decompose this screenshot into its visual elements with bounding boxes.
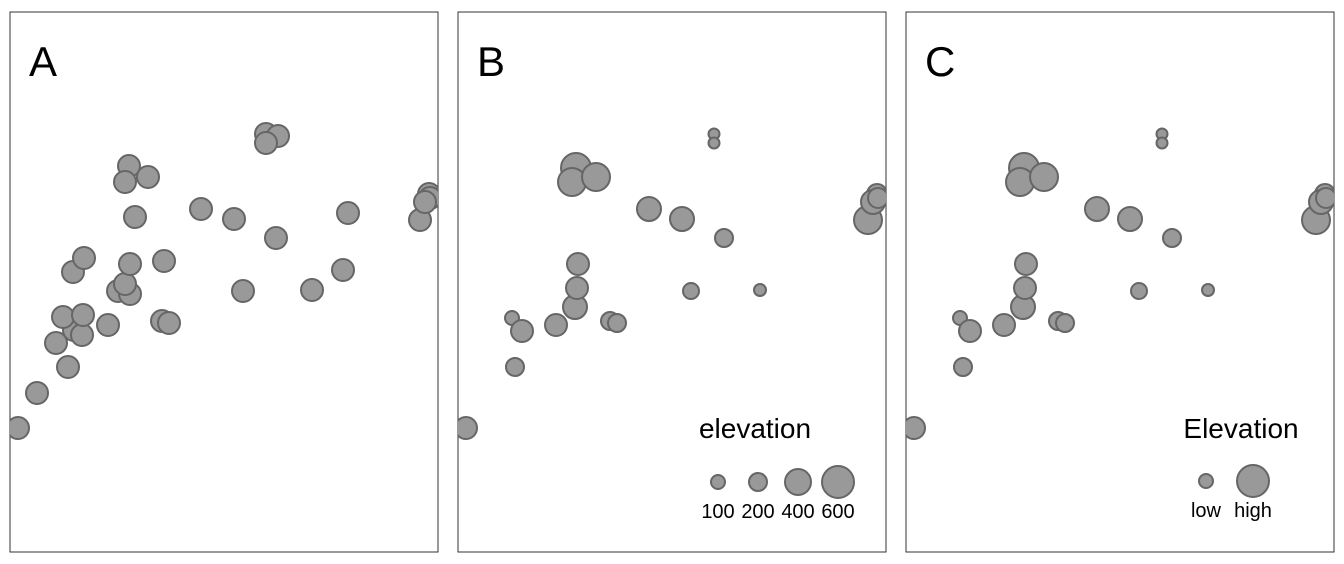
data-point [458,416,478,440]
data-point [1201,283,1215,297]
data-point [753,283,767,297]
panel-label: B [477,38,505,85]
data-point [510,319,534,343]
data-point [581,162,611,192]
data-point [992,313,1016,337]
data-point [123,205,147,229]
data-point [231,279,255,303]
data-point [1055,313,1075,333]
data-point [1162,228,1182,248]
legend-label: 600 [821,501,854,523]
data-point [72,246,96,270]
data-point [113,272,137,296]
data-point [254,131,278,155]
data-point [1315,187,1334,209]
data-point [607,313,627,333]
data-point [669,206,695,232]
data-point [565,276,589,300]
legend-title: Elevation [1183,413,1298,444]
data-point [544,313,568,337]
data-point [10,416,30,440]
legend-circle [748,472,768,492]
data-point [96,313,120,337]
data-point [707,136,721,150]
legend-circle [784,468,812,496]
data-point [336,201,360,225]
data-point [1084,196,1110,222]
data-point [56,355,80,379]
legend-label: 200 [741,501,774,523]
data-point [157,311,181,335]
points-group [10,122,438,440]
data-point [331,258,355,282]
data-point [1130,282,1148,300]
data-point [953,357,973,377]
data-point [867,187,886,209]
data-point [1117,206,1143,232]
data-point [222,207,246,231]
data-point [264,226,288,250]
legend-circle [710,474,726,490]
legend-circle [1198,473,1214,489]
data-point [71,303,95,327]
panel-frame [457,11,887,553]
points-group [458,127,886,440]
data-point [958,319,982,343]
legend-label: high [1234,500,1272,522]
data-point [1029,162,1059,192]
data-point [113,170,137,194]
data-point [152,249,176,273]
data-point [505,357,525,377]
legend-label: low [1191,500,1222,522]
data-point [636,196,662,222]
size-legend: elevation 100 200 400 600 [699,413,855,523]
data-point [44,331,68,355]
data-point [189,197,213,221]
legend-label: 400 [781,501,814,523]
data-point [413,190,437,214]
data-point [1014,252,1038,276]
data-point [70,323,94,347]
legend-label: 100 [701,501,734,523]
panel-frame [905,11,1335,553]
panel-c: C Elevation low high [905,11,1335,553]
data-point [25,381,49,405]
data-point [1013,276,1037,300]
data-point [118,252,142,276]
legend-circle [821,465,855,499]
points-group [906,127,1334,440]
panel-frame [9,11,439,553]
data-point [714,228,734,248]
data-point [1155,136,1169,150]
data-point [682,282,700,300]
legend-title: elevation [699,413,811,444]
data-point [906,416,926,440]
panel-label: C [925,38,955,85]
data-point [51,305,75,329]
data-point [300,278,324,302]
size-legend: Elevation low high [1183,413,1298,522]
data-point [566,252,590,276]
data-point [136,165,160,189]
panel-label: A [29,38,57,85]
legend-circle [1236,464,1270,498]
panel-a: A [9,11,439,553]
